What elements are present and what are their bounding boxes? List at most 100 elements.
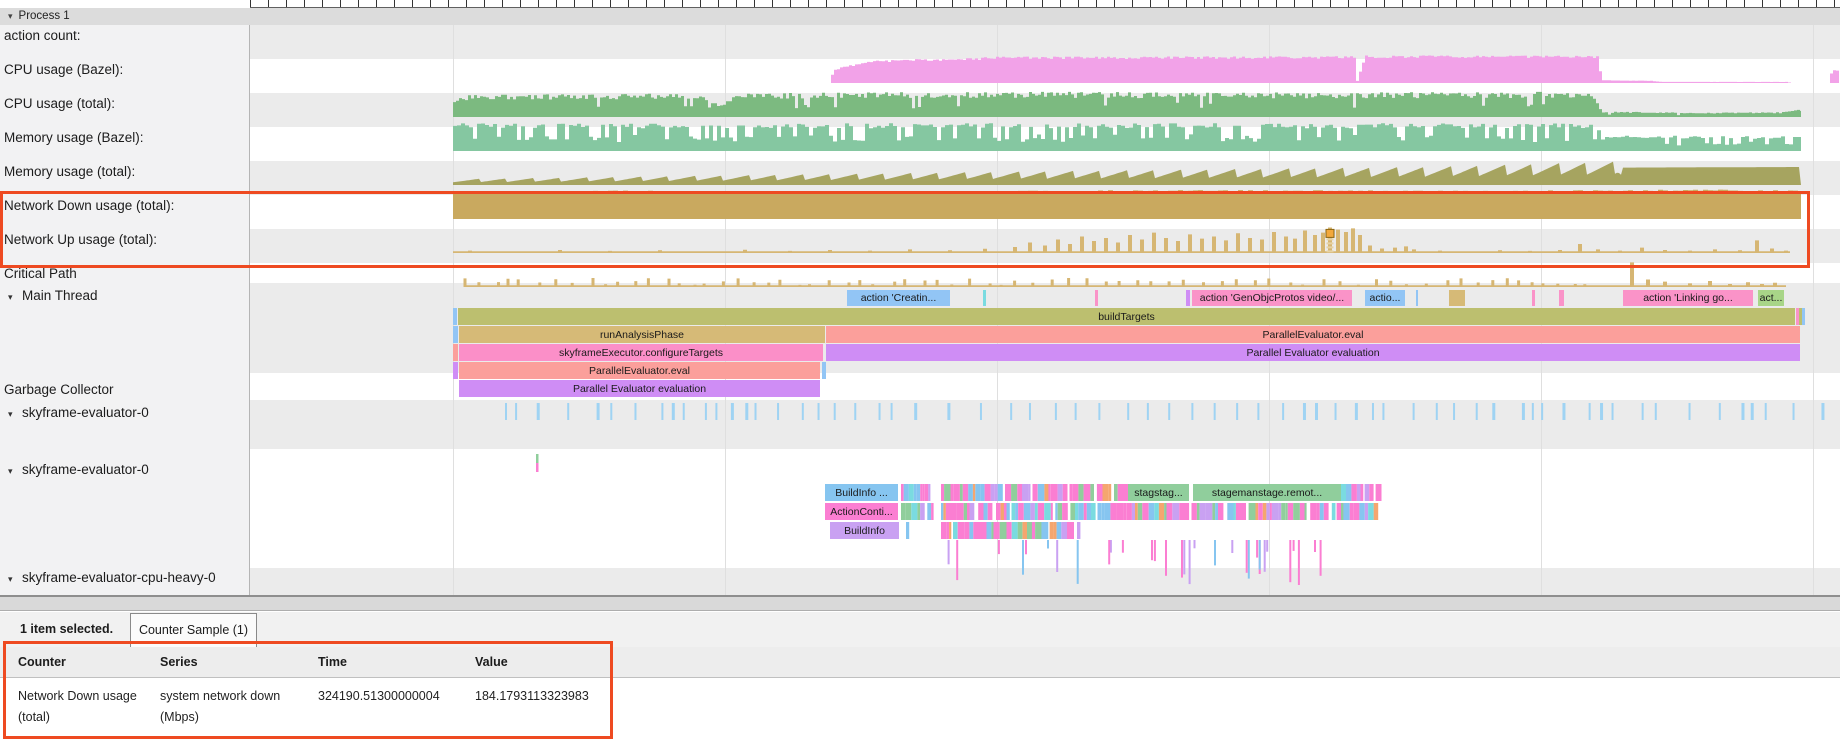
annotation-box-network-tracks [0, 191, 1810, 268]
main-thread-slice[interactable] [453, 326, 458, 343]
slice-label: actio... [1369, 292, 1401, 304]
track-label: Network Down usage (total): [4, 198, 175, 213]
col-counter: Counter [18, 655, 66, 669]
table-header: Counter Series Time Value [0, 647, 1840, 678]
critical-path-slice-act[interactable]: act... [1758, 290, 1784, 306]
slice-label: stagemanstage.remot... [1211, 486, 1323, 499]
slice-label: action 'Creatin... [860, 292, 937, 304]
time-ruler[interactable] [250, 0, 1840, 8]
slice-label: Parallel Evaluator evaluation [572, 382, 707, 395]
slice-label: action 'Linking go... [1643, 292, 1733, 304]
slice-label: skyframeExecutor.configureTargets [559, 346, 723, 359]
critical-path-slice[interactable] [1416, 290, 1418, 306]
critical-path-slice[interactable] [1186, 290, 1190, 306]
table-row[interactable]: Network Down usage (total) system networ… [0, 678, 1840, 742]
col-value: Value [475, 655, 508, 669]
timeline-canvas[interactable]: action 'Creatin... action 'GenObjcProtos … [250, 25, 1840, 595]
main-thread-slice[interactable] [453, 344, 458, 361]
main-thread-slice-skyframeexecutor-configuretargets[interactable]: skyframeExecutor.configureTargets [459, 344, 823, 361]
main-thread-slice[interactable] [453, 362, 458, 379]
sidebar-item-critical-path-7[interactable]: Critical Path [0, 266, 253, 281]
sidebar-item-skyframe-evaluator-0-10[interactable]: ▾ skyframe-evaluator-0 [0, 405, 249, 420]
main-thread-slice[interactable] [1796, 308, 1799, 325]
sidebar-item-garbage-collector-9[interactable]: Garbage Collector [0, 382, 253, 397]
critical-path-slice-action-creatin[interactable]: action 'Creatin... [847, 290, 950, 306]
main-thread-slice-parallelevaluator-eval[interactable]: ParallelEvaluator.eval [459, 362, 820, 379]
slice-label: stagstag... [1134, 486, 1183, 499]
track-label: action count: [4, 28, 81, 43]
track-label: Memory usage (Bazel): [4, 130, 144, 145]
sidebar-item-memory-usage-bazel-3[interactable]: Memory usage (Bazel): [0, 130, 253, 145]
track-row-0[interactable] [250, 25, 1840, 59]
collapse-arrow-icon: ▾ [8, 466, 13, 476]
sidebar-item-skyframe-evaluator-0-11[interactable]: ▾ skyframe-evaluator-0 [0, 462, 249, 477]
sidebar-item-skyframe-evaluator-cpu-heavy-0-12[interactable]: ▾ skyframe-evaluator-cpu-heavy-0 [0, 570, 249, 585]
sidebar-item-action-count-0[interactable]: action count: [0, 28, 253, 43]
track-label: skyframe-evaluator-0 [22, 405, 149, 420]
main-thread-slice[interactable] [822, 362, 826, 379]
slice-label: ActionConti... [830, 505, 893, 518]
track-label: CPU usage (Bazel): [4, 62, 124, 77]
main-thread-slice-parallelevaluator-eval[interactable]: ParallelEvaluator.eval [826, 326, 1800, 343]
track-label: CPU usage (total): [4, 96, 116, 111]
col-time: Time [318, 655, 347, 669]
critical-path-slice[interactable] [1559, 290, 1564, 306]
panel-resize-handle[interactable] [0, 595, 1840, 611]
cell-counter: Network Down usage (total) [18, 689, 137, 724]
sidebar-item-main-thread-8[interactable]: ▾ Main Thread [0, 288, 249, 303]
sidebar-item-memory-usage-total-4[interactable]: Memory usage (total): [0, 164, 253, 179]
track-label: Memory usage (total): [4, 164, 136, 179]
process-title: Process 1 [18, 10, 70, 22]
track-name-sidebar: action count: CPU usage (Bazel): CPU usage… [0, 25, 250, 595]
critical-path-slice-actio[interactable]: actio... [1365, 290, 1405, 306]
slice-label: action 'GenObjcProtos video/... [1199, 292, 1345, 304]
slice-bars-layer: action 'Creatin... action 'GenObjcProtos … [0, 25, 1840, 595]
slice-label: BuildInfo [844, 524, 885, 537]
critical-path-slice[interactable] [1095, 290, 1098, 306]
process-group-header[interactable]: ▾ Process 1 [0, 8, 1840, 26]
main-thread-slice[interactable] [453, 308, 457, 325]
slice-label: BuildInfo ... [835, 486, 888, 499]
track-row-10[interactable] [250, 400, 1840, 449]
annotation-box-selection-table [3, 641, 613, 739]
skyframe-slice-stagemanstage-remot[interactable]: stagemanstage.remot... [1193, 484, 1341, 501]
critical-path-slice-action-linking-go[interactable]: action 'Linking go... [1623, 290, 1753, 306]
critical-path-slice[interactable] [983, 290, 986, 306]
cell-value: 184.1793113323983 [475, 689, 589, 703]
grid-line [1813, 25, 1814, 595]
skyframe-slice-buildinfo[interactable]: BuildInfo ... [825, 484, 898, 501]
sidebar-item-network-down-usage-total-5[interactable]: Network Down usage (total): [0, 198, 253, 213]
critical-path-slice[interactable] [1532, 290, 1535, 306]
critical-path-slice[interactable] [1449, 290, 1465, 306]
sidebar-item-network-up-usage-total-6[interactable]: Network Up usage (total): [0, 232, 253, 247]
col-series: Series [160, 655, 198, 669]
track-label: skyframe-evaluator-cpu-heavy-0 [22, 570, 216, 585]
main-thread-slice-runanalysisphase[interactable]: runAnalysisPhase [459, 326, 825, 343]
collapse-arrow-icon: ▾ [8, 292, 13, 302]
skyframe-slice-actionconti[interactable]: ActionConti... [825, 503, 898, 520]
selection-status: 1 item selected. [20, 622, 114, 636]
collapse-arrow-icon: ▾ [8, 409, 13, 419]
cell-series: system network down (Mbps) [160, 689, 281, 724]
critical-path-slice-action-genobjcprotos-video[interactable]: action 'GenObjcProtos video/... [1192, 290, 1352, 306]
slice-label: ParallelEvaluator.eval [1262, 328, 1364, 341]
sidebar-item-cpu-usage-total-2[interactable]: CPU usage (total): [0, 96, 253, 111]
slice-label: ParallelEvaluator.eval [589, 364, 690, 377]
slice-label: act... [1759, 292, 1783, 304]
skyframe-slice-stagstag[interactable]: stagstag... [1128, 484, 1189, 501]
track-label: Critical Path [4, 266, 77, 281]
track-label: Network Up usage (total): [4, 232, 158, 247]
sidebar-item-cpu-usage-bazel-1[interactable]: CPU usage (Bazel): [0, 62, 253, 77]
main-thread-slice[interactable] [1802, 308, 1805, 325]
collapse-arrow-icon: ▾ [8, 574, 13, 584]
track-row-12[interactable] [250, 568, 1840, 595]
main-thread-slice[interactable] [1799, 308, 1802, 325]
skyframe-slice-buildinfo[interactable]: BuildInfo [830, 522, 899, 539]
slice-label: runAnalysisPhase [599, 328, 685, 341]
cell-time: 324190.51300000004 [318, 689, 440, 703]
main-thread-slice-buildtargets[interactable]: buildTargets [458, 308, 1795, 325]
slice-label: Parallel Evaluator evaluation [1246, 346, 1380, 359]
track-label: Main Thread [22, 288, 98, 303]
main-thread-slice-parallel-evaluator-evaluation[interactable]: Parallel Evaluator evaluation [826, 344, 1800, 361]
main-thread-slice-parallel-evaluator-evaluation[interactable]: Parallel Evaluator evaluation [459, 380, 820, 397]
